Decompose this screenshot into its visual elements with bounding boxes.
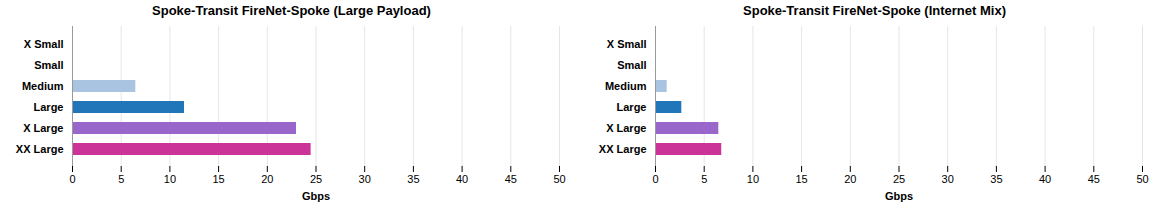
svg-text:XX Large: XX Large <box>16 143 64 155</box>
svg-text:Large: Large <box>617 101 647 113</box>
svg-text:Gbps: Gbps <box>885 190 913 202</box>
svg-text:40: 40 <box>456 173 468 185</box>
svg-text:Medium: Medium <box>605 80 647 92</box>
svg-text:45: 45 <box>505 173 517 185</box>
svg-text:X Small: X Small <box>607 38 647 50</box>
html-text:Spoke-Transit FireNet-Spoke (L: Spoke-Transit FireNet-Spoke (Large Paylo… <box>152 3 431 18</box>
svg-text:35: 35 <box>990 173 1002 185</box>
svg-text:Large: Large <box>34 101 64 113</box>
svg-text:40: 40 <box>1039 173 1051 185</box>
svg-text:15: 15 <box>795 173 807 185</box>
svg-text:20: 20 <box>261 173 273 185</box>
svg-text:Gbps: Gbps <box>302 190 330 202</box>
html-text:Spoke-Transit FireNet-Spoke (I: Spoke-Transit FireNet-Spoke (Internet Mi… <box>743 3 1006 18</box>
svg-text:25: 25 <box>310 173 322 185</box>
svg-text:0: 0 <box>69 173 75 185</box>
svg-text:X Large: X Large <box>606 122 646 134</box>
svg-text:35: 35 <box>407 173 419 185</box>
svg-text:30: 30 <box>359 173 371 185</box>
svg-text:50: 50 <box>553 173 565 185</box>
svg-text:Small: Small <box>617 59 646 71</box>
svg-text:X Large: X Large <box>23 122 63 134</box>
svg-text:30: 30 <box>942 173 954 185</box>
svg-text:Medium: Medium <box>22 80 64 92</box>
svg-text:5: 5 <box>118 173 124 185</box>
svg-text:45: 45 <box>1088 173 1100 185</box>
svg-text:20: 20 <box>844 173 856 185</box>
svg-text:25: 25 <box>893 173 905 185</box>
svg-text:10: 10 <box>747 173 759 185</box>
svg-text:10: 10 <box>164 173 176 185</box>
svg-text:15: 15 <box>212 173 224 185</box>
svg-text:0: 0 <box>652 173 658 185</box>
svg-text:50: 50 <box>1136 173 1148 185</box>
svg-text:X Small: X Small <box>24 38 64 50</box>
svg-text:Small: Small <box>34 59 63 71</box>
svg-text:5: 5 <box>701 173 707 185</box>
svg-text:XX Large: XX Large <box>599 143 647 155</box>
